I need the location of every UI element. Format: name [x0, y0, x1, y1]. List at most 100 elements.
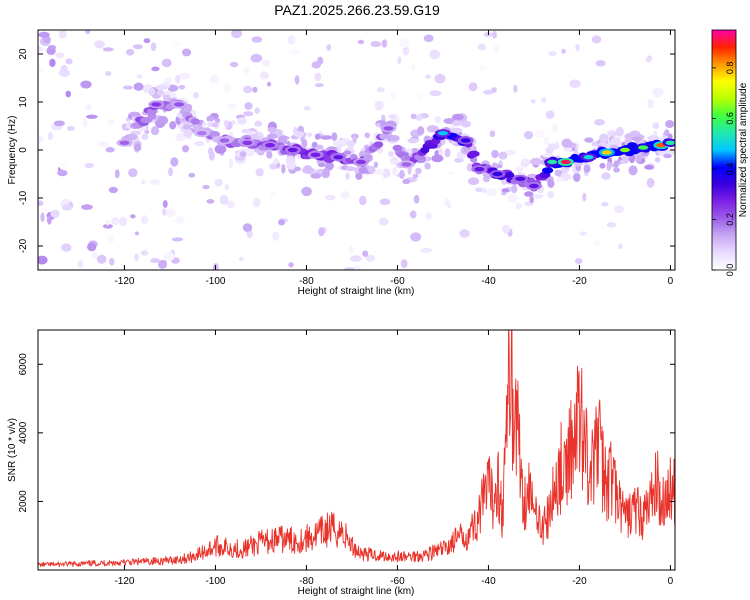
noise-speck: [96, 254, 107, 264]
noise-speck: [214, 178, 223, 187]
noise-speck: [545, 110, 555, 119]
snr-x-tick-label: -60: [390, 576, 405, 587]
noise-speck: [188, 172, 196, 178]
ridge-haze: [606, 161, 612, 171]
noise-speck: [646, 177, 655, 188]
ridge-haze: [141, 133, 149, 141]
ridge-haze: [281, 164, 286, 174]
noise-speck: [434, 73, 446, 84]
noise-speck: [59, 163, 67, 170]
noise-speck: [162, 200, 168, 208]
noise-speck: [429, 90, 442, 97]
ridge-haze: [388, 114, 397, 119]
noise-speck: [181, 145, 189, 153]
ridge-haze: [547, 178, 555, 189]
noise-speck: [125, 48, 135, 56]
ridge-haze: [202, 121, 207, 127]
ridge-peak: [492, 171, 503, 177]
noise-speck: [579, 231, 587, 236]
colorbar-tick-label: 0.2: [725, 213, 735, 226]
colorbar: 0.0 0.2 0.4 0.6 0.8 Normalized spectral ampl…: [711, 29, 749, 276]
snr-x-tick-label: -20: [572, 576, 587, 587]
noise-speck: [343, 267, 356, 270]
ridge-haze: [345, 172, 350, 180]
ridge-peak: [437, 131, 448, 136]
noise-speck: [409, 210, 417, 219]
ridge-haze: [431, 154, 444, 163]
noise-speck: [133, 82, 144, 91]
ridge-outer: [468, 150, 480, 158]
noise-speck: [486, 188, 497, 197]
ridge-haze: [412, 173, 419, 179]
noise-speck: [102, 223, 113, 229]
snr-x-tick-label: -80: [299, 576, 314, 587]
ridge-peak: [547, 159, 558, 165]
snr-y-ticks: 2000 4000 6000: [18, 353, 675, 513]
noise-speck: [278, 219, 286, 226]
ridge-haze: [443, 118, 456, 124]
snr-x-tick-label: -120: [114, 576, 134, 587]
noise-speck: [133, 44, 143, 50]
noise-speck: [269, 191, 278, 198]
noise-speck: [288, 262, 294, 268]
noise-speck: [50, 209, 60, 218]
ridge-haze: [389, 156, 399, 165]
noise-speck: [389, 91, 397, 99]
noise-speck: [178, 72, 191, 80]
noise-speck: [38, 200, 44, 207]
noise-speck: [87, 242, 97, 252]
noise-speck: [411, 63, 416, 71]
noise-speck: [326, 43, 332, 51]
colorbar-tick-label: 0.4: [725, 163, 735, 176]
noise-speck: [266, 81, 272, 87]
ridge-haze: [450, 127, 463, 134]
ridge-peak: [174, 102, 185, 107]
noise-speck: [110, 217, 120, 226]
ridge-outer: [127, 133, 138, 140]
ridge-haze: [214, 144, 227, 154]
noise-speck: [143, 38, 151, 44]
ridge-haze: [561, 138, 573, 148]
noise-speck: [413, 194, 420, 204]
noise-speck: [158, 259, 168, 269]
noise-speck: [534, 129, 546, 138]
noise-speck: [108, 186, 118, 194]
ridge-haze: [460, 120, 472, 128]
ridge-haze: [514, 167, 524, 172]
noise-speck: [168, 167, 173, 177]
ridge-peak: [528, 183, 539, 189]
ridge-haze: [286, 160, 296, 171]
noise-speck: [161, 58, 172, 68]
noise-speck: [423, 34, 434, 43]
noise-speck: [504, 149, 516, 156]
ridge-haze: [613, 167, 620, 173]
noise-speck: [492, 30, 497, 39]
noise-speck: [77, 260, 84, 268]
spectrogram-x-tick-label: -60: [390, 276, 405, 287]
noise-speck: [55, 52, 65, 59]
noise-speck: [175, 133, 187, 142]
noise-speck: [606, 222, 617, 228]
noise-speck: [81, 204, 93, 210]
noise-speck: [226, 200, 235, 209]
ridge-outer: [504, 171, 515, 179]
noise-speck: [447, 203, 452, 209]
ridge-haze: [194, 141, 205, 147]
noise-speck: [513, 84, 518, 93]
spectrogram-marks: [38, 30, 675, 270]
noise-speck: [287, 35, 296, 45]
ridge-haze: [155, 85, 167, 91]
noise-speck: [477, 43, 487, 51]
spectrogram-y-axis-label: Frequency (Hz): [7, 116, 18, 185]
noise-speck: [61, 243, 72, 252]
ridge-haze: [303, 164, 312, 173]
ridge-peak: [601, 150, 612, 155]
noise-speck: [301, 186, 313, 197]
ridge-peak: [401, 162, 412, 167]
noise-speck: [243, 67, 250, 76]
snr-x-tick-label: -100: [205, 576, 225, 587]
noise-speck: [182, 48, 192, 57]
ridge-haze: [376, 122, 381, 128]
ridge-peak: [515, 176, 526, 181]
noise-speck: [206, 199, 215, 204]
